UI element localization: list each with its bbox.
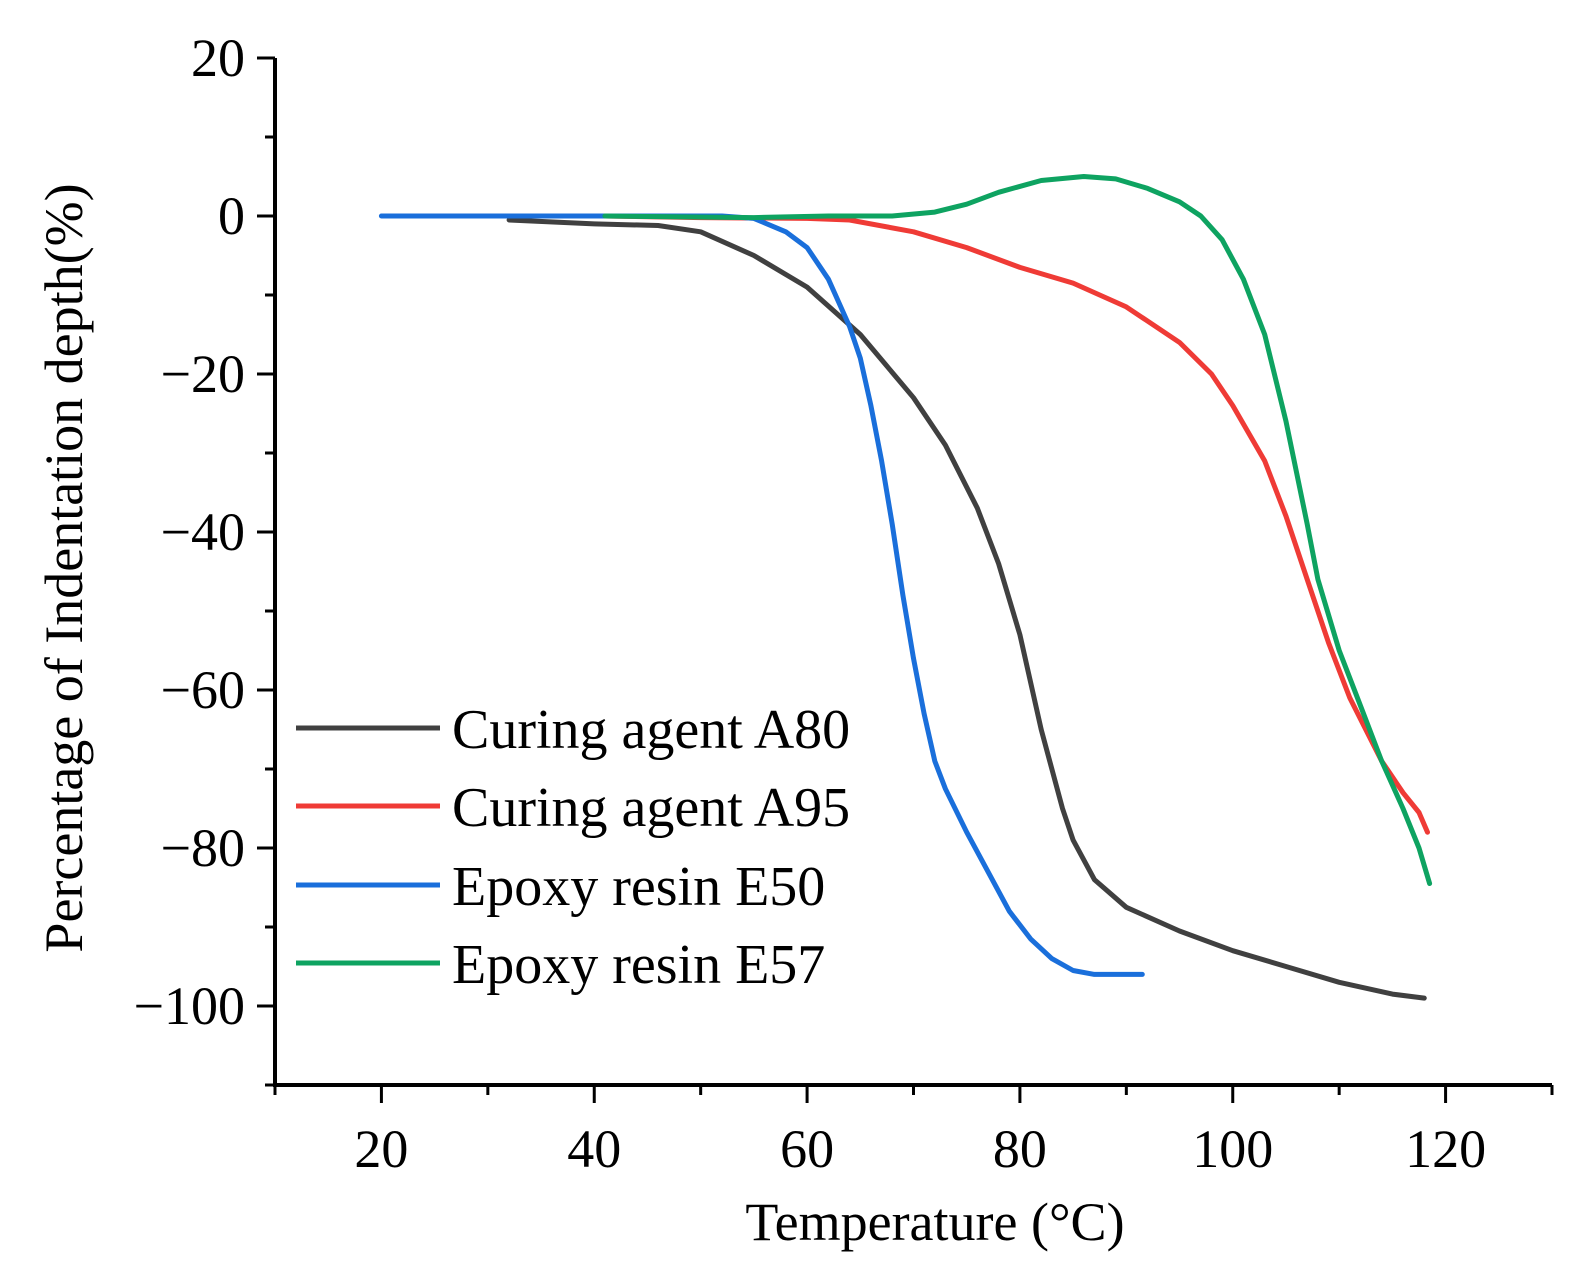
- ticks: 20 40 60 80 100 120 20 0 −20 −40 −60 −80 −100: [134, 28, 1554, 1179]
- y-tick-label: 0: [218, 186, 245, 246]
- x-tick-label: 20: [354, 1119, 408, 1179]
- x-axis-title: Temperature (°C): [745, 1192, 1124, 1252]
- x-tick-label: 60: [780, 1119, 834, 1179]
- legend-label-curing-agent-a95: Curing agent A95: [452, 777, 850, 839]
- legend-label-curing-agent-a80: Curing agent A80: [452, 699, 850, 761]
- y-tick-label: −80: [161, 818, 245, 878]
- y-tick-label: −20: [161, 344, 245, 404]
- x-tick-label: 40: [567, 1119, 621, 1179]
- y-tick-label: −100: [134, 976, 245, 1036]
- legend-item: Epoxy resin E57: [296, 934, 825, 996]
- y-tick-label: −60: [161, 660, 245, 720]
- series-line-curing-agent-a80: [506, 217, 1427, 1001]
- data-series: [378, 174, 1433, 1001]
- legend-item: Curing agent A80: [296, 699, 850, 761]
- x-tick-label: 100: [1192, 1119, 1273, 1179]
- legend: Curing agent A80 Curing agent A95 Epoxy …: [296, 699, 850, 996]
- y-axis-title: Percentage of Indentation depth(%): [34, 183, 94, 952]
- series-line-epoxy-resin-e57: [602, 174, 1433, 886]
- legend-item: Curing agent A95: [296, 777, 850, 839]
- x-tick-label: 80: [993, 1119, 1047, 1179]
- legend-label-epoxy-resin-e57: Epoxy resin E57: [452, 934, 825, 996]
- legend-item: Epoxy resin E50: [296, 856, 825, 918]
- x-tick-label: 120: [1405, 1119, 1486, 1179]
- y-tick-label: −40: [161, 502, 245, 562]
- series-line-epoxy-resin-e50: [378, 213, 1145, 977]
- y-tick-label: 20: [191, 28, 245, 88]
- legend-label-epoxy-resin-e50: Epoxy resin E50: [452, 856, 825, 918]
